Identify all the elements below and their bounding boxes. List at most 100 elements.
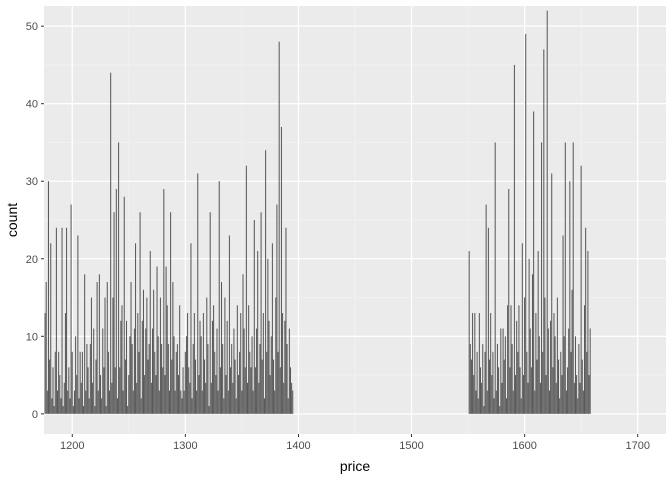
histogram-bar [101,398,103,414]
histogram-bar [511,344,513,414]
x-tick-label: 1700 [625,440,649,452]
histogram-bar [526,351,528,414]
histogram-bar [207,344,209,414]
histogram-bar [228,235,230,414]
histogram-bar [574,336,576,414]
histogram-bar [250,367,252,414]
histogram-bar [553,313,555,414]
histogram-bar [530,367,532,414]
histogram-bar [118,142,120,414]
histogram-bar [92,382,94,414]
histogram-bar [550,320,552,414]
histogram-bar [182,367,184,414]
histogram-bar [486,390,488,414]
histogram-bar [208,406,210,414]
histogram-bar [263,398,265,414]
histogram-bar [97,390,99,414]
histogram-bar [501,382,503,414]
histogram-bar [472,313,474,414]
histogram-bar [64,313,66,414]
histogram-bar [120,320,122,414]
histogram-bar [484,351,486,414]
histogram-bar [231,344,233,414]
histogram-bar [157,336,159,414]
histogram-bar [218,181,220,414]
histogram-bar [73,390,75,414]
histogram-bar [54,351,56,414]
histogram-bar [129,336,131,414]
histogram-bar [112,297,114,414]
histogram-bar [149,251,151,414]
histogram-bar [485,204,487,414]
histogram-bar [248,305,250,414]
histogram-bar [251,336,253,414]
histogram-bar [116,398,118,414]
histogram-bar [85,390,87,414]
histogram-bar [491,375,493,414]
histogram-bar [161,344,163,414]
histogram-bar [555,382,557,414]
histogram-bar [198,375,200,414]
histogram-bar [496,344,498,414]
histogram-bar [170,212,172,414]
histogram-bar [254,367,256,414]
histogram-bar [546,10,548,414]
histogram-bar [142,289,144,414]
x-tick-label: 1600 [512,440,536,452]
histogram-bar [165,266,167,414]
histogram-bar [79,351,81,414]
histogram-bar [215,375,217,414]
histogram-bar [162,367,164,414]
histogram-bar [172,282,174,414]
histogram-bar [536,359,538,414]
histogram-bar [578,344,580,414]
histogram-bar [61,227,63,414]
histogram-bar [205,382,207,414]
histogram-bar [220,282,223,414]
histogram-bar [46,390,48,414]
histogram-bar [156,266,158,414]
histogram-bar [141,320,143,414]
histogram-bar [89,344,91,414]
histogram-bar [154,351,156,414]
histogram-bar [513,64,515,414]
histogram-bar [256,328,258,414]
histogram-bar [515,375,517,414]
histogram-bar [268,320,270,414]
histogram-bar [173,336,175,414]
histogram-bar [200,336,202,414]
histogram-bar [279,367,281,414]
histogram-bar [507,305,509,414]
histogram-bar [109,390,111,414]
histogram-bar [168,390,170,414]
histogram-bar [246,382,249,414]
histogram-bar [175,351,177,414]
histogram-bar [87,367,89,414]
histogram-bar [115,188,117,414]
histogram-bar [289,367,292,414]
histogram-bar [559,398,561,414]
histogram-bar [213,305,215,414]
histogram-bar [291,382,293,414]
histogram-bar [206,297,208,414]
histogram-bar [541,142,543,414]
histogram-bar [240,313,242,414]
histogram-bar [473,375,475,414]
histogram-bar [180,390,182,414]
y-tick-label: 40 [26,99,38,111]
histogram-bar [554,336,556,414]
histogram-bar [202,313,204,414]
histogram-bar [113,212,115,414]
histogram-bar [211,320,213,414]
histogram-bar [483,406,485,414]
histogram-bar [580,165,582,414]
x-axis-ticks: 1200 1300 1400 1500 1600 1700 [60,434,650,452]
y-tick-label: 20 [26,254,38,266]
histogram-bar [72,406,74,414]
histogram-bar [490,313,492,414]
histogram-bar [226,320,228,414]
histogram-bar [159,297,161,414]
histogram-bar [552,367,554,414]
histogram-bar [67,390,69,414]
histogram-bar [194,359,197,414]
